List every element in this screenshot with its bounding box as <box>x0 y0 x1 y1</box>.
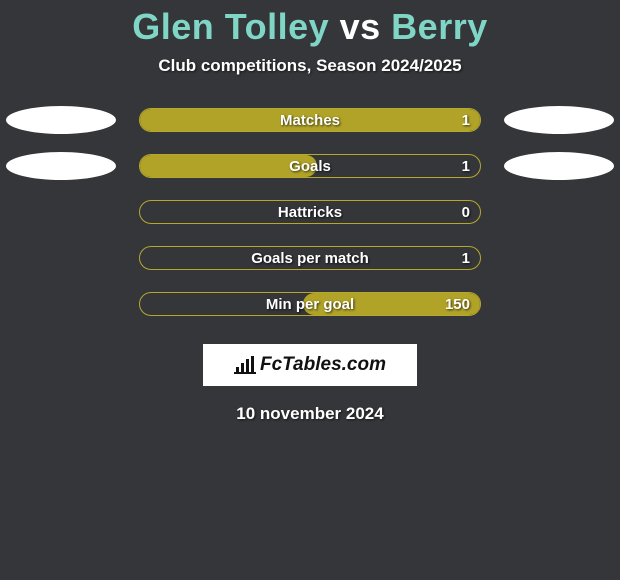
stat-row: Hattricks0 <box>0 200 620 224</box>
stat-rows: Matches1Goals1Hattricks0Goals per match1… <box>0 108 620 316</box>
stat-value-right: 1 <box>452 155 480 177</box>
stat-value-right: 150 <box>435 293 480 315</box>
stat-bar: Matches1 <box>139 108 481 132</box>
stat-row: Goals1 <box>0 154 620 178</box>
date-text: 10 november 2024 <box>0 404 620 424</box>
player-marker-left <box>6 152 116 180</box>
stat-value-right: 0 <box>452 201 480 223</box>
stat-value-right: 1 <box>452 247 480 269</box>
stat-row: Min per goal150 <box>0 292 620 316</box>
subtitle: Club competitions, Season 2024/2025 <box>0 56 620 76</box>
player-marker-right <box>504 106 614 134</box>
stat-bar: Min per goal150 <box>139 292 481 316</box>
stat-value-right: 1 <box>452 109 480 131</box>
stat-bar: Goals1 <box>139 154 481 178</box>
logo-text: FcTables.com <box>260 354 386 376</box>
title-vs: vs <box>329 6 391 47</box>
stat-row: Matches1 <box>0 108 620 132</box>
stat-label: Goals <box>140 155 480 177</box>
title-player2: Berry <box>391 6 488 47</box>
stat-bar: Hattricks0 <box>139 200 481 224</box>
bar-chart-icon <box>234 356 256 374</box>
player-marker-right <box>504 152 614 180</box>
stat-label: Matches <box>140 109 480 131</box>
stat-label: Min per goal <box>140 293 480 315</box>
page-title: Glen Tolley vs Berry <box>0 0 620 48</box>
stat-row: Goals per match1 <box>0 246 620 270</box>
stat-label: Goals per match <box>140 247 480 269</box>
stat-bar: Goals per match1 <box>139 246 481 270</box>
player-marker-left <box>6 106 116 134</box>
title-player1: Glen Tolley <box>132 6 329 47</box>
logo-box: FcTables.com <box>203 344 417 386</box>
stat-label: Hattricks <box>140 201 480 223</box>
